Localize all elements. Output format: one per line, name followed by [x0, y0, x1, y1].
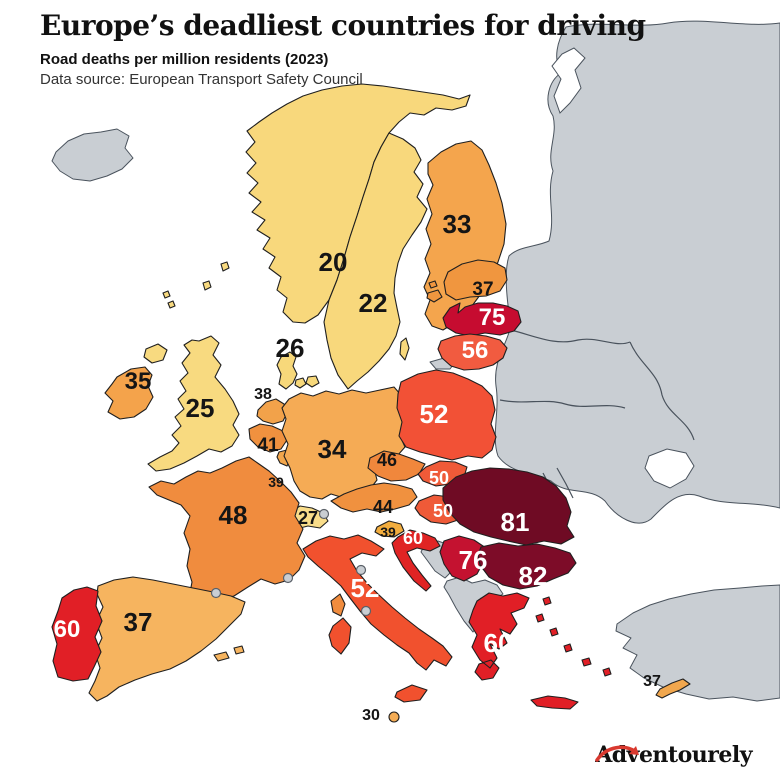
country-serbia[interactable]	[439, 535, 487, 582]
value-label-slovenia: 39	[380, 524, 396, 540]
brand-logo: Adventourely	[595, 742, 752, 768]
logo-arrow-icon	[595, 745, 640, 762]
value-label-cyprus: 37	[643, 673, 661, 690]
country-poland[interactable]	[396, 369, 497, 461]
value-label-austria: 44	[373, 497, 393, 517]
country-cyprus[interactable]	[655, 678, 691, 699]
value-label-norway: 20	[319, 247, 348, 277]
value-label-finland: 33	[443, 209, 472, 239]
country-sweden[interactable]	[323, 132, 428, 390]
vatican-dot	[360, 605, 372, 617]
value-label-czechia: 46	[377, 450, 397, 470]
value-label-croatia: 60	[403, 528, 423, 548]
white-sea	[551, 47, 586, 114]
country-denmark[interactable]	[276, 351, 320, 390]
border-ukraine-russia	[629, 341, 695, 441]
value-label-belgium: 41	[257, 435, 279, 456]
value-label-estonia: 37	[472, 279, 493, 300]
border-belarus-ukraine	[499, 399, 626, 409]
monaco-dot	[282, 572, 294, 584]
sea-of-azov	[644, 448, 695, 489]
value-label-portugal: 60	[54, 616, 81, 643]
header: Europe’s deadliest countries for driving…	[40, 8, 646, 88]
country-austria[interactable]	[330, 482, 418, 513]
value-label-greece: 60	[484, 628, 513, 658]
value-label-sweden: 22	[359, 288, 388, 318]
country-portugal[interactable]	[51, 586, 103, 682]
country-malta[interactable]	[388, 711, 400, 723]
country-ireland[interactable]	[104, 366, 154, 420]
value-label-netherlands: 38	[254, 386, 272, 403]
region-turkey	[615, 584, 780, 702]
value-label-bulgaria: 82	[519, 561, 548, 591]
country-lithuania[interactable]	[437, 333, 508, 371]
value-label-germany: 34	[318, 434, 347, 464]
value-label-slovakia: 50	[429, 468, 449, 488]
page-title: Europe’s deadliest countries for driving	[40, 9, 646, 42]
value-label-serbia: 76	[459, 545, 488, 575]
country-united-kingdom[interactable]	[143, 261, 240, 472]
border-moldova-east	[556, 467, 574, 499]
value-label-italy: 52	[351, 573, 380, 603]
value-label-france: 48	[219, 500, 248, 530]
value-label-spain: 37	[124, 607, 153, 637]
value-label-malta: 30	[362, 707, 380, 724]
value-label-luxembourg: 39	[268, 474, 284, 490]
value-label-ireland: 35	[125, 368, 152, 395]
value-label-poland: 52	[420, 399, 449, 429]
san-marino-dot	[355, 564, 367, 576]
country-slovenia[interactable]	[374, 520, 405, 538]
data-source: Data source: European Transport Safety C…	[40, 71, 363, 88]
border-belarus-russia	[510, 329, 631, 345]
value-label-switzerland: 27	[298, 508, 318, 528]
country-croatia[interactable]	[391, 529, 441, 592]
value-label-denmark: 26	[276, 333, 305, 363]
region-iceland	[51, 128, 134, 182]
country-romania[interactable]	[442, 467, 575, 546]
value-label-united-kingdom: 25	[186, 393, 215, 423]
value-label-romania: 81	[501, 507, 530, 537]
country-bulgaria[interactable]	[477, 542, 577, 590]
subtitle: Road deaths per million residents (2023)	[40, 51, 329, 68]
liechtenstein-dot	[318, 508, 330, 520]
value-label-latvia: 75	[479, 304, 506, 331]
value-label-hungary: 50	[433, 501, 453, 521]
value-label-lithuania: 56	[462, 337, 489, 364]
country-italy[interactable]	[302, 534, 453, 703]
country-greece[interactable]	[468, 592, 612, 710]
country-belgium[interactable]	[248, 423, 288, 453]
andorra-dot	[210, 587, 222, 599]
country-estonia[interactable]	[426, 259, 508, 303]
